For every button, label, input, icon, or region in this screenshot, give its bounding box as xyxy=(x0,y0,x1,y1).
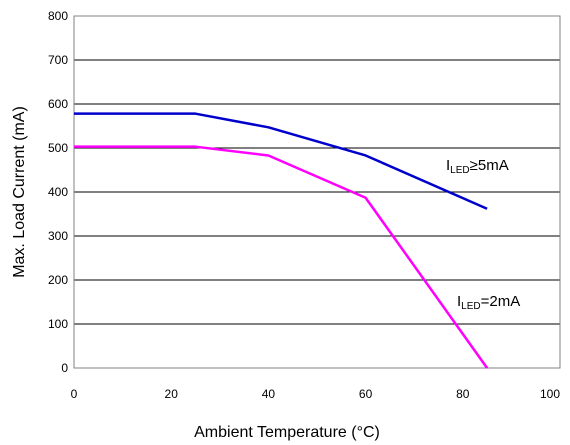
x-tick-label: 40 xyxy=(262,387,276,401)
x-tick-label: 80 xyxy=(456,387,470,401)
y-tick-label: 400 xyxy=(48,185,68,199)
x-axis-title: Ambient Temperature (°C) xyxy=(194,424,380,441)
y-tick-labels: 0 100 200 300 400 500 600 700 800 xyxy=(48,9,68,375)
series-lines xyxy=(74,112,489,369)
series-label-main: I xyxy=(457,293,461,310)
x-tick-labels: 0 20 40 60 80 100 xyxy=(71,387,561,401)
x-tick-label: 0 xyxy=(71,387,78,401)
grid-lines xyxy=(74,15,560,369)
y-axis-title: Max. Load Current (mA) xyxy=(11,106,28,278)
y-tick-label: 800 xyxy=(48,9,68,23)
series-label-rest: =2mA xyxy=(481,293,521,310)
series-line-0 xyxy=(74,112,488,210)
x-tick-label: 20 xyxy=(165,387,179,401)
x-tick-label: 60 xyxy=(359,387,373,401)
series-label-rest: ≥5mA xyxy=(470,157,509,174)
y-tick-label: 600 xyxy=(48,97,68,111)
series-line-1 xyxy=(74,145,489,369)
y-tick-label: 0 xyxy=(61,361,68,375)
series-label-sub: LED xyxy=(450,165,469,176)
series-label-main: I xyxy=(446,157,450,174)
y-tick-label: 300 xyxy=(48,229,68,243)
series-label-sub: LED xyxy=(461,301,480,312)
plot-frame xyxy=(73,15,561,369)
series-label-iled-2ma: ILED=2mA xyxy=(457,293,520,312)
x-tick-label: 100 xyxy=(540,387,560,401)
y-tick-label: 500 xyxy=(48,141,68,155)
y-tick-label: 100 xyxy=(48,317,68,331)
series-label-iled-5ma: ILED≥5mA xyxy=(446,157,509,176)
y-tick-label: 700 xyxy=(48,53,68,67)
y-tick-label: 200 xyxy=(48,273,68,287)
